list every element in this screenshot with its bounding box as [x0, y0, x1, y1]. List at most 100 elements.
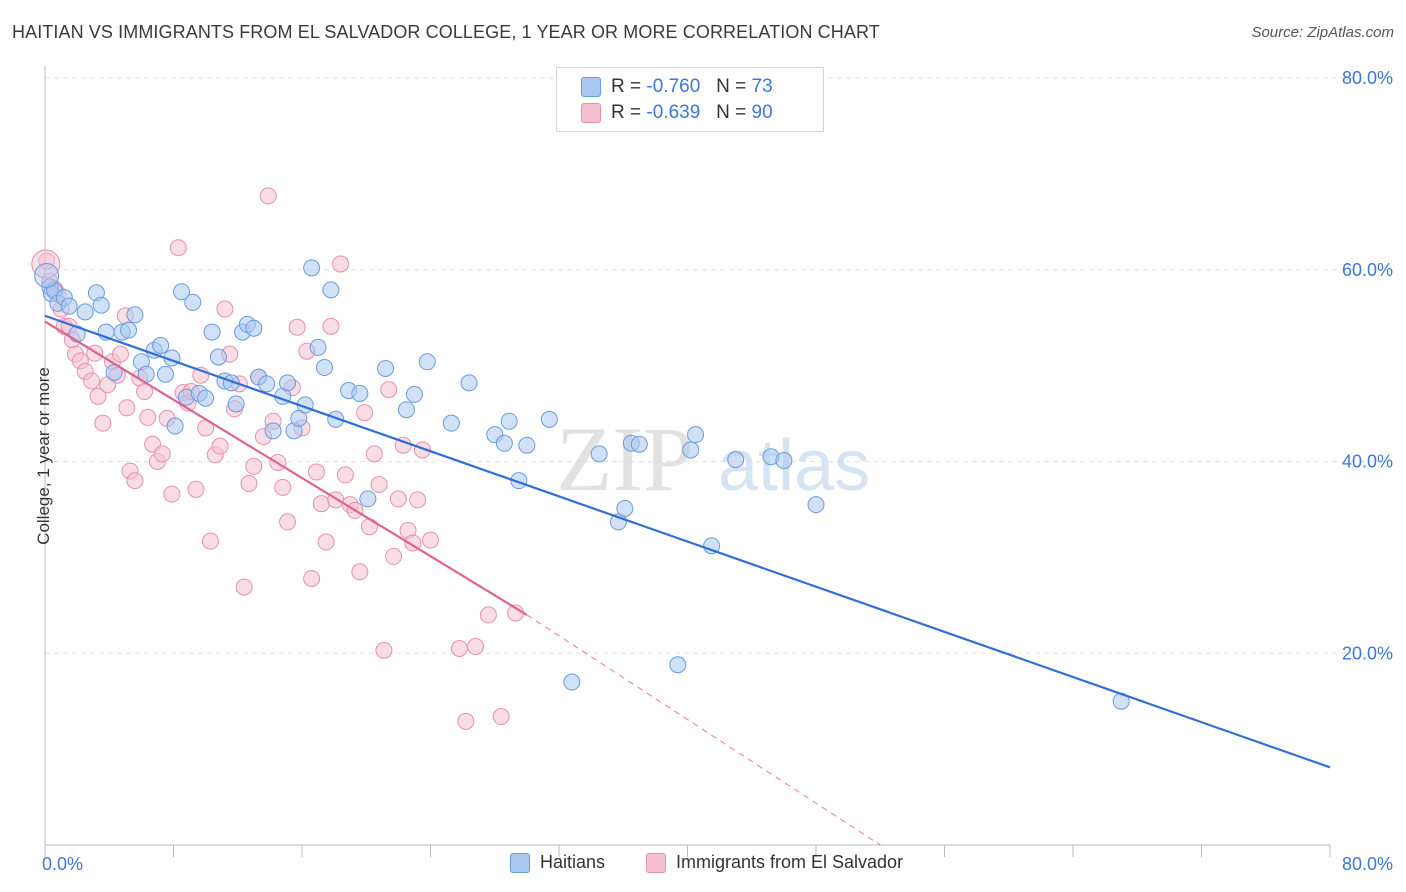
- data-point-el-salvador: [153, 445, 171, 463]
- correlation-legend: R = -0.760 N = 73 R = -0.639 N = 90: [556, 67, 824, 132]
- data-point-el-salvador: [322, 317, 340, 335]
- legend-n-value: 90: [751, 102, 773, 123]
- data-point-el-salvador: [240, 475, 258, 493]
- data-point-el-salvador: [169, 239, 187, 257]
- bottom-legend-label: Haitians: [540, 852, 606, 872]
- data-point-haitians: [322, 281, 340, 299]
- y-tick-label: 80.0%: [1342, 68, 1393, 88]
- data-point-el-salvador: [450, 639, 468, 657]
- watermark-zip: ZIP: [556, 408, 694, 510]
- data-point-el-salvador: [187, 480, 205, 498]
- y-tick-label: 20.0%: [1342, 643, 1393, 663]
- data-point-el-salvador: [245, 457, 263, 475]
- legend-row-el-salvador: R = -0.639 N = 90: [581, 102, 773, 126]
- data-point-el-salvador: [111, 345, 129, 363]
- data-point-haitians: [669, 656, 687, 674]
- bottom-swatch-pink: [646, 853, 666, 874]
- legend-row-haitians: R = -0.760 N = 73: [581, 76, 773, 100]
- bottom-swatch-blue: [510, 853, 530, 874]
- data-point-el-salvador: [259, 187, 277, 205]
- data-point-haitians: [126, 306, 144, 324]
- data-point-haitians: [258, 375, 276, 393]
- x-tick-label: 0.0%: [42, 854, 83, 874]
- data-point-el-salvador: [139, 408, 157, 426]
- source-label: Source: ZipAtlas.com: [1251, 24, 1394, 41]
- data-point-el-salvador: [126, 472, 144, 490]
- data-point-haitians: [245, 319, 263, 337]
- trend-line-haitians: [44, 314, 1331, 769]
- legend-r-label: R =: [611, 76, 642, 97]
- data-point-el-salvador: [409, 491, 427, 509]
- data-point-el-salvador: [83, 372, 101, 390]
- data-point-haitians: [173, 283, 191, 301]
- data-point-haitians: [442, 414, 460, 432]
- data-point-el-salvador: [351, 563, 369, 581]
- chart-title: HAITIAN VS IMMIGRANTS FROM EL SALVADOR C…: [12, 22, 880, 42]
- legend-n-label: N =: [716, 102, 747, 123]
- data-point-el-salvador: [274, 478, 292, 496]
- data-point-haitians: [616, 499, 634, 517]
- data-point-el-salvador: [94, 414, 112, 432]
- data-point-haitians: [152, 336, 170, 354]
- data-point-el-salvador: [370, 476, 388, 494]
- tick-labels: 20.0% 40.0% 60.0% 80.0% 0.0% 80.0%: [42, 68, 1393, 874]
- watermark-atlas: atlas: [718, 426, 870, 506]
- watermark: ZIP atlas: [556, 408, 870, 510]
- data-point-el-salvador: [235, 578, 253, 596]
- legend-r-value: -0.760: [646, 76, 701, 97]
- legend-n-label: N =: [716, 76, 747, 97]
- data-point-haitians: [775, 452, 793, 470]
- data-point-el-salvador: [211, 437, 229, 455]
- data-point-haitians: [563, 673, 581, 691]
- legend-r-value: -0.639: [646, 102, 701, 123]
- y-tick-label: 40.0%: [1342, 452, 1393, 472]
- data-point-el-salvador: [457, 712, 475, 730]
- data-point-haitians: [309, 338, 327, 356]
- data-point-el-salvador: [332, 255, 350, 273]
- data-point-haitians: [377, 360, 395, 378]
- data-point-haitians: [540, 410, 558, 428]
- legend-swatch-pink: [581, 102, 601, 123]
- data-point-haitians: [351, 384, 369, 402]
- data-point-el-salvador: [422, 531, 439, 549]
- data-point-haitians: [590, 445, 608, 463]
- data-point-haitians: [703, 537, 721, 555]
- trend-lines: [44, 314, 1331, 846]
- x-tick-label: 80.0%: [1342, 854, 1393, 874]
- data-point-haitians: [92, 296, 110, 314]
- data-point-haitians: [34, 263, 60, 289]
- data-point-el-salvador: [136, 383, 154, 401]
- data-point-haitians: [682, 441, 700, 459]
- data-point-el-salvador: [38, 252, 56, 270]
- data-point-haitians: [359, 490, 377, 508]
- data-point-el-salvador: [163, 485, 181, 503]
- data-point-haitians: [727, 451, 745, 469]
- data-point-haitians: [120, 321, 138, 339]
- data-point-haitians: [327, 410, 345, 428]
- data-point-haitians: [76, 303, 94, 321]
- data-point-el-salvador: [89, 387, 107, 405]
- data-point-haitians: [500, 412, 518, 430]
- data-point-haitians: [315, 359, 333, 377]
- bottom-legend-haitians: Haitians: [510, 852, 606, 874]
- data-point-el-salvador: [492, 708, 510, 726]
- series-haitians-points: [34, 259, 1130, 710]
- data-point-haitians: [197, 389, 215, 407]
- data-point-el-salvador: [479, 606, 497, 624]
- legend-swatch-blue: [581, 76, 601, 97]
- data-point-haitians: [405, 385, 423, 403]
- data-point-el-salvador: [303, 569, 321, 587]
- axes: [44, 66, 1331, 857]
- series-el-salvador-points: [31, 187, 525, 730]
- data-point-haitians: [418, 353, 436, 371]
- data-point-el-salvador: [118, 399, 136, 417]
- data-point-el-salvador: [312, 495, 330, 513]
- data-point-haitians: [460, 374, 478, 392]
- legend-r-label: R =: [611, 102, 642, 123]
- data-point-el-salvador: [466, 638, 484, 656]
- data-point-el-salvador: [201, 532, 219, 550]
- data-point-el-salvador: [279, 513, 297, 531]
- data-point-haitians: [518, 436, 536, 454]
- data-point-el-salvador: [375, 641, 393, 659]
